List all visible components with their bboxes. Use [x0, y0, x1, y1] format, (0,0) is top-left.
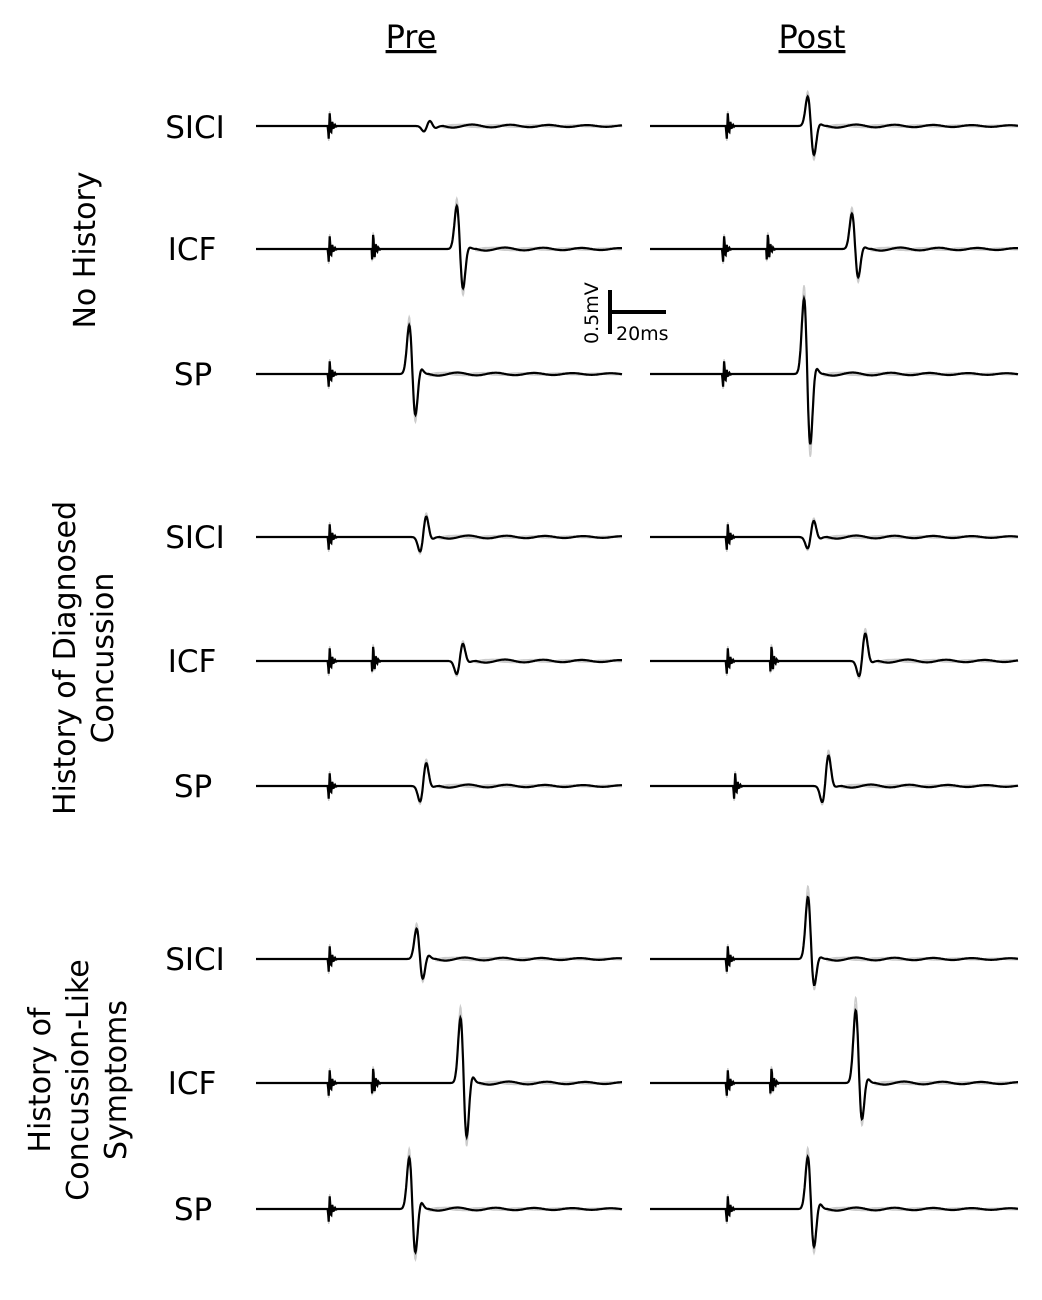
trial-trace-sp-pre-group2 — [256, 764, 622, 801]
scale-bar-amplitude-label: 0.5mV — [581, 282, 603, 344]
trial-trace-icf-post-group3 — [650, 1016, 1019, 1117]
trial-trace-sp-pre-group3 — [256, 1151, 623, 1258]
mean-trace-icf-post-group2 — [650, 632, 1019, 678]
trial-trace-sp-post-group3 — [650, 1145, 1018, 1256]
trial-trace-icf-post-group3 — [650, 1003, 1019, 1124]
mean-trace-sici-post-group2 — [650, 519, 1018, 550]
trial-trace-icf-post-group1 — [650, 205, 1019, 285]
trial-trace-sp-post-group2 — [650, 752, 1019, 804]
mean-trace-sp-pre-group2 — [256, 761, 622, 803]
trial-trace-icf-post-group2 — [650, 630, 1018, 678]
trial-trace-icf-pre-group1 — [256, 200, 623, 294]
row-label-sici-no-history: SICI — [165, 110, 225, 146]
mean-trace-sp-post-group2 — [650, 754, 1019, 803]
mean-trace-sp-pre-group1 — [256, 322, 623, 418]
row-label-icf-no-history: ICF — [168, 232, 217, 268]
row-label-sp-symptoms: SP — [174, 1192, 212, 1228]
trial-trace-sp-post-group1 — [650, 303, 1019, 440]
mean-trace-sp-post-group3 — [650, 1154, 1018, 1250]
trial-trace-sici-pre-group3 — [256, 925, 622, 982]
row-label-sp-diagnosed: SP — [174, 769, 212, 805]
row-label-icf-symptoms: ICF — [168, 1066, 217, 1102]
mean-trace-sici-pre-group2 — [256, 515, 622, 553]
column-title-post: Post — [779, 18, 846, 56]
row-label-sici-diagnosed: SICI — [165, 520, 225, 556]
row-label-sici-symptoms: SICI — [165, 942, 225, 978]
group-label-no-history: No History — [68, 171, 103, 328]
trial-trace-icf-pre-group3 — [256, 1010, 623, 1144]
mean-trace-icf-pre-group1 — [256, 203, 622, 291]
mean-trace-sici-post-group1 — [650, 94, 1018, 157]
mean-trace-sici-post-group3 — [650, 895, 1018, 986]
trial-trace-icf-pre-group1 — [256, 196, 623, 298]
mean-trace-sp-pre-group3 — [256, 1154, 623, 1255]
group-label-line: Concussion-Like — [61, 959, 96, 1200]
trial-trace-sp-post-group3 — [650, 1160, 1019, 1245]
trial-trace-icf-pre-group2 — [256, 644, 622, 674]
group-label-line: No History — [68, 171, 103, 328]
group-label-concussion-like-symptoms: History of Concussion-Like Symptoms — [23, 959, 134, 1200]
group-label-line: History of Diagnosed — [48, 501, 83, 815]
trial-trace-sici-pre-group2 — [256, 512, 623, 555]
trace-layer — [256, 89, 1019, 1262]
trial-trace-sici-pre-group2 — [256, 514, 623, 554]
scale-bar-time-label: 20ms — [616, 323, 669, 345]
trial-trace-icf-post-group2 — [650, 635, 1018, 676]
mean-trace-sp-post-group1 — [650, 294, 1019, 445]
trial-trace-sp-pre-group1 — [256, 328, 623, 413]
trial-trace-sp-pre-group1 — [256, 319, 623, 420]
trial-trace-sp-post-group1 — [650, 285, 1018, 457]
mean-trace-icf-post-group1 — [650, 211, 1018, 280]
trial-trace-sici-post-group3 — [650, 891, 1018, 988]
trial-trace-icf-pre-group3 — [256, 1003, 623, 1147]
group-label-diagnosed-concussion: History of Diagnosed Concussion — [48, 501, 121, 815]
trial-trace-sici-post-group3 — [650, 902, 1019, 983]
trial-trace-sp-pre-group3 — [256, 1160, 623, 1250]
mean-trace-sici-pre-group3 — [256, 927, 623, 981]
trial-trace-sici-pre-group3 — [256, 921, 622, 984]
mean-trace-icf-pre-group3 — [256, 1014, 622, 1141]
trial-trace-sp-pre-group3 — [256, 1145, 622, 1262]
trial-trace-icf-post-group3 — [650, 995, 1019, 1128]
trial-trace-sici-pre-group3 — [256, 930, 622, 978]
row-label-sp-no-history: SP — [174, 357, 212, 393]
trial-trace-icf-pre-group3 — [256, 1022, 623, 1134]
group-label-line: Symptoms — [99, 1000, 134, 1160]
trial-trace-sici-post-group2 — [650, 517, 1018, 553]
trial-trace-sici-pre-group2 — [256, 518, 622, 551]
trial-trace-icf-post-group1 — [650, 215, 1018, 276]
trial-trace-sici-post-group3 — [650, 884, 1018, 991]
column-title-pre: Pre — [386, 18, 437, 56]
group-label-line: Concussion — [86, 573, 121, 744]
mean-trace-sici-pre-group1 — [256, 113, 623, 139]
trial-trace-icf-pre-group2 — [256, 641, 623, 676]
trial-trace-sp-post-group2 — [650, 757, 1019, 801]
scale-bar: 0.5mV 20ms — [581, 282, 669, 345]
trial-trace-sp-post-group1 — [650, 292, 1019, 450]
trial-trace-sp-pre-group1 — [256, 314, 622, 425]
trial-trace-sp-pre-group2 — [256, 758, 623, 806]
mean-trace-icf-pre-group2 — [256, 642, 622, 676]
trial-trace-sp-post-group2 — [650, 749, 1018, 806]
row-label-icf-diagnosed: ICF — [168, 644, 217, 680]
trial-trace-sp-pre-group2 — [256, 760, 623, 804]
trial-trace-icf-pre-group2 — [256, 639, 623, 678]
mean-trace-icf-post-group3 — [650, 1008, 1018, 1122]
trial-trace-icf-post-group1 — [650, 209, 1019, 281]
trial-trace-sp-post-group3 — [650, 1151, 1018, 1252]
trial-trace-icf-post-group2 — [650, 627, 1018, 680]
group-label-line: History of — [23, 1006, 58, 1153]
